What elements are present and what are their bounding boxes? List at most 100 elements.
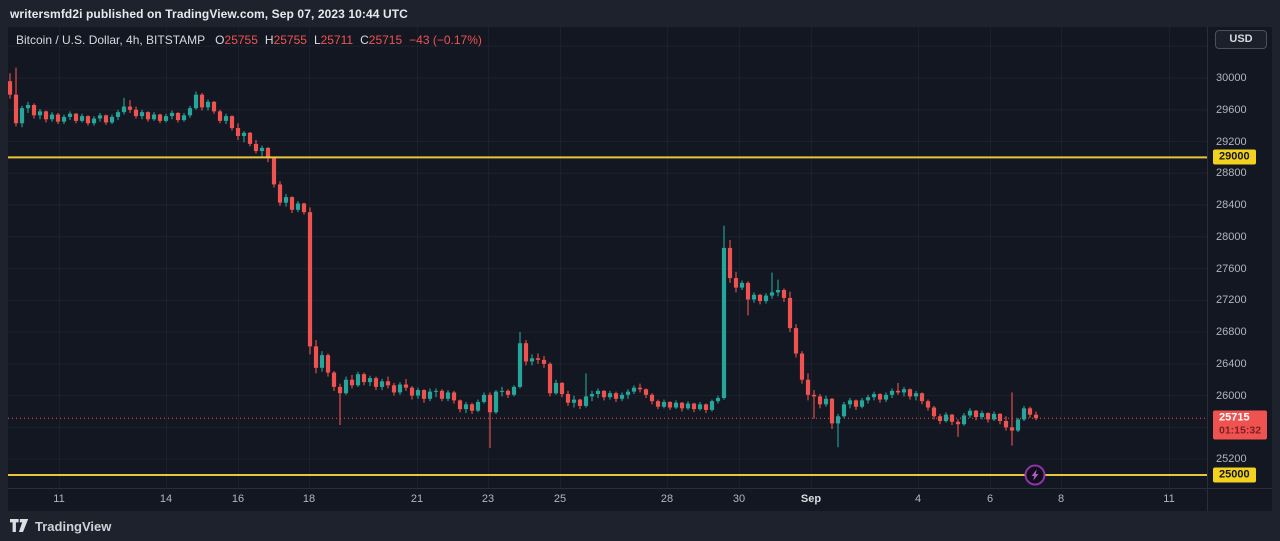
- price-change-readout: −43 (−0.17%): [409, 33, 482, 47]
- candle-body: [175, 112, 181, 121]
- candle-body: [973, 410, 979, 418]
- candle-body: [811, 394, 817, 397]
- candle-body: [205, 101, 211, 108]
- candle-body: [589, 394, 595, 397]
- publication-bar: writersmfd2i published on TradingView.co…: [0, 0, 1280, 27]
- candle-body: [127, 106, 133, 110]
- candle-body: [625, 391, 631, 395]
- candle-body: [325, 355, 331, 373]
- time-tick-label: 11: [53, 493, 65, 505]
- candle-body: [697, 404, 703, 410]
- candle-body: [793, 328, 799, 354]
- candle-body: [139, 112, 145, 117]
- time-tick-label: 30: [732, 493, 746, 505]
- candle-body: [961, 415, 967, 425]
- candle-body: [649, 394, 655, 402]
- candle-body: [847, 400, 853, 405]
- time-tick-label: 6: [986, 493, 994, 505]
- candle-body: [631, 387, 637, 392]
- candle-body: [181, 115, 187, 121]
- time-tick-label: 8: [1057, 493, 1065, 505]
- tradingview-logo-icon[interactable]: [10, 519, 29, 533]
- candle-body: [397, 384, 403, 393]
- ohlc-close: C25715: [360, 33, 403, 47]
- time-tick-label: 14: [159, 493, 173, 505]
- chart-widget: Bitcoin / U.S. Dollar, 4h, BITSTAMP O257…: [8, 27, 1272, 511]
- candle-body: [337, 386, 343, 394]
- price-tick-label: 26000: [1216, 389, 1247, 402]
- candle-body: [829, 398, 835, 424]
- candle-body: [967, 410, 973, 416]
- candle-body: [319, 355, 325, 368]
- candle-body: [79, 116, 85, 121]
- candle-body: [385, 381, 391, 386]
- candle-body: [19, 108, 25, 124]
- currency-toggle-button[interactable]: USD: [1215, 30, 1267, 49]
- candle-body: [103, 115, 109, 123]
- candle-body: [193, 94, 199, 109]
- candle-body: [265, 147, 271, 159]
- candle-body: [445, 392, 451, 399]
- candle-body: [223, 116, 229, 121]
- candle-body: [361, 374, 367, 383]
- price-tick-label: 25200: [1216, 453, 1247, 466]
- candle-body: [865, 397, 871, 401]
- candle-body: [13, 94, 19, 124]
- candle-body: [421, 390, 427, 399]
- candle-body: [289, 197, 295, 210]
- candle-body: [751, 294, 757, 300]
- candle-body: [943, 414, 949, 422]
- candle-body: [481, 394, 487, 402]
- candle-body: [331, 372, 337, 387]
- candle-body: [8, 81, 13, 95]
- candle-body: [769, 292, 775, 296]
- candle-body: [955, 421, 961, 425]
- candle-body: [427, 391, 433, 399]
- time-tick-label: 21: [410, 493, 424, 505]
- candle-body: [379, 381, 385, 387]
- candle-body: [643, 389, 649, 395]
- candle-body: [229, 116, 235, 129]
- candle-body: [493, 391, 499, 413]
- candle-body: [859, 400, 865, 407]
- publication-caption: writersmfd2i published on TradingView.co…: [10, 6, 408, 21]
- candle-body: [475, 401, 481, 411]
- candle-body: [463, 404, 469, 410]
- candle-body: [985, 413, 991, 420]
- candle-body: [805, 379, 811, 395]
- candle-body: [661, 401, 667, 407]
- candle-body: [607, 393, 613, 398]
- candle-body: [187, 108, 193, 116]
- candle-body: [469, 404, 475, 411]
- time-tick-label: 11: [1163, 493, 1175, 505]
- candle-body: [883, 394, 889, 400]
- candle-body: [895, 390, 901, 393]
- candle-body: [355, 374, 361, 386]
- ohlc-low: L25711: [313, 33, 354, 47]
- candle-body: [535, 358, 541, 360]
- candle-body: [685, 403, 691, 409]
- candle-body: [559, 382, 565, 395]
- candle-body: [1021, 408, 1027, 420]
- candle-body: [133, 109, 139, 117]
- price-tick-label: 29200: [1216, 135, 1247, 148]
- candle-body: [781, 290, 787, 298]
- candle-body: [25, 104, 31, 109]
- candle-body: [61, 116, 67, 122]
- price-tick-label: 28400: [1216, 199, 1247, 212]
- price-line-badge-25000: 25000: [1213, 467, 1256, 483]
- candle-body: [523, 343, 529, 362]
- candle-body: [295, 203, 301, 210]
- last-price-badge: 25715 01:15:32: [1213, 410, 1268, 440]
- candle-body: [739, 282, 745, 288]
- price-axis-separator: [1207, 27, 1208, 511]
- candlestick-chart[interactable]: [8, 27, 1272, 511]
- price-tick-label: 27600: [1216, 262, 1247, 275]
- candle-body: [901, 389, 907, 393]
- time-tick-label: Sep: [800, 493, 822, 505]
- candle-body: [349, 379, 355, 386]
- tradingview-logo-text[interactable]: TradingView: [35, 518, 112, 534]
- candle-body: [247, 132, 253, 144]
- price-tick-label: 30000: [1216, 72, 1247, 84]
